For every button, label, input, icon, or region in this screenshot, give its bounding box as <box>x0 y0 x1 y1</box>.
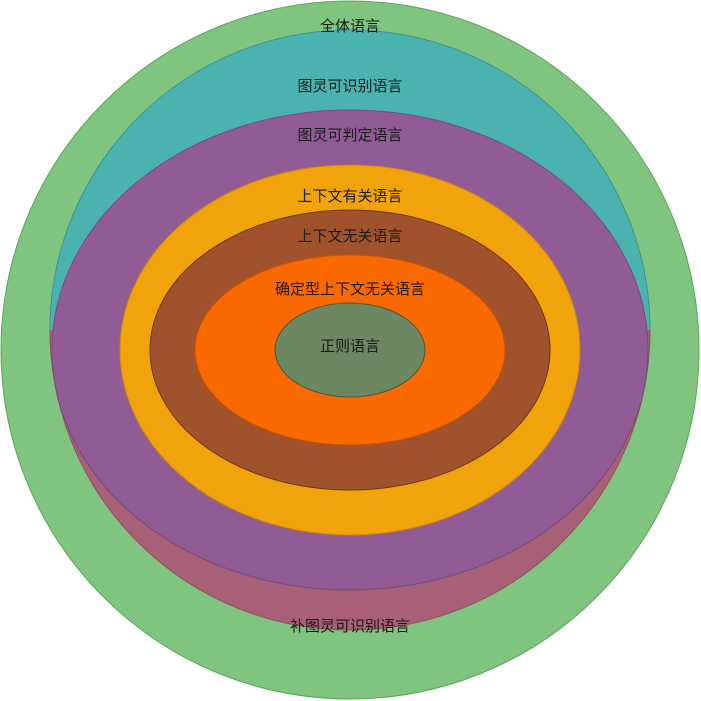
regular-region <box>274 302 426 398</box>
label-deterministic-cf: 确定型上下文无关语言 <box>275 280 425 298</box>
label-regular: 正则语言 <box>320 337 380 355</box>
label-turing-decidable: 图灵可判定语言 <box>297 126 402 144</box>
label-context-free: 上下文无关语言 <box>297 227 402 245</box>
label-context-sensitive: 上下文有关语言 <box>297 187 402 205</box>
label-turing-recognizable: 图灵可识别语言 <box>297 77 402 95</box>
label-co-turing-recognizable: 补图灵可识别语言 <box>290 617 410 635</box>
label-all-languages: 全体语言 <box>320 17 380 35</box>
